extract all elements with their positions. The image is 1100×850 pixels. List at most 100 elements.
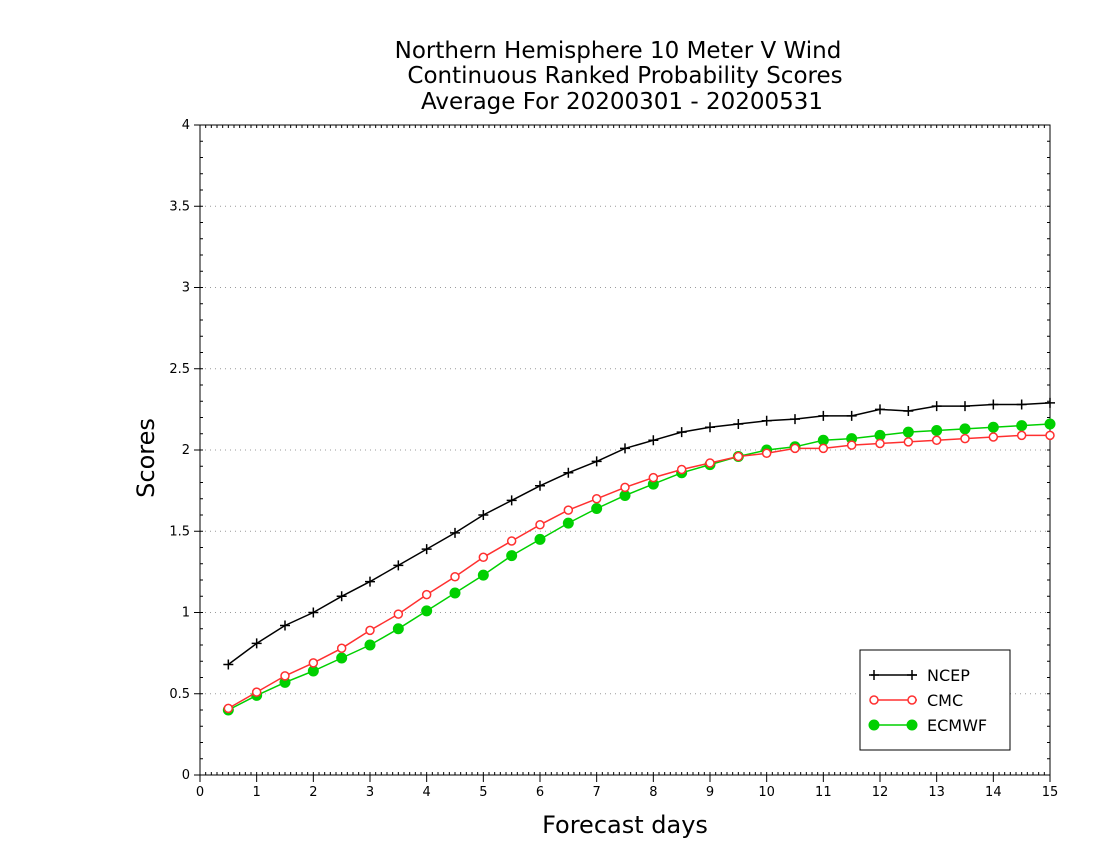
legend-item-cmc: CMC (869, 691, 963, 710)
data-point-ncep (563, 467, 574, 478)
legend-item-ncep: NCEP (869, 666, 970, 685)
y-tick-label: 3.5 (169, 199, 190, 214)
data-point-ecmwf (392, 623, 404, 635)
data-point-ncep (421, 544, 432, 555)
y-axis-title: Scores (132, 418, 160, 498)
title-line-2: Continuous Ranked Probability Scores (407, 63, 842, 89)
data-point-ncep (506, 495, 517, 506)
legend-marker-start-cmc (869, 695, 879, 705)
data-point-ecmwf (1016, 420, 1028, 432)
y-tick-label: 1.5 (169, 524, 190, 539)
data-point-ecmwf (987, 421, 999, 433)
data-point-cmc (563, 505, 574, 515)
legend-marker-end-ecmwf (906, 719, 918, 731)
data-point-ncep (648, 435, 659, 446)
y-tick-label: 2 (182, 443, 190, 458)
data-point-cmc (846, 440, 857, 450)
data-point-cmc (280, 671, 290, 681)
data-point-ncep (733, 419, 744, 429)
data-point-cmc (1016, 430, 1027, 441)
axis-ticks: 00.511.522.533.540 1 2 3 4 5 6 7 8 9 10 11 12 13 14 15 (169, 118, 1058, 800)
data-point-ncep (705, 422, 715, 433)
x-tick-label: 10 (758, 785, 775, 800)
data-point-ncep (931, 401, 942, 412)
data-point-cmc (421, 589, 432, 600)
data-point-cmc (478, 552, 489, 562)
data-point-cmc (506, 536, 517, 546)
data-point-cmc (223, 703, 234, 714)
legend-label-ecmwf: ECMWF (927, 716, 987, 735)
data-point-ecmwf (534, 533, 546, 545)
data-point-cmc (733, 451, 744, 462)
data-point-cmc (336, 643, 347, 653)
x-tick-label: 2 (309, 785, 317, 800)
data-point-ncep (761, 415, 772, 426)
x-tick-label: 8 (649, 785, 657, 800)
data-point-cmc (308, 658, 319, 668)
data-point-cmc (450, 572, 460, 582)
data-point-ecmwf (477, 569, 489, 581)
series-cmc (223, 430, 1055, 714)
x-tick-label: 1 (253, 785, 261, 800)
y-tick-label: 2.5 (169, 362, 190, 377)
data-point-ecmwf (336, 652, 348, 664)
title-line-3: Average For 20200301 - 20200531 (421, 89, 823, 115)
series-line-ncep (227, 402, 1051, 666)
data-point-cmc (761, 448, 772, 458)
data-point-cmc (535, 520, 545, 530)
title-line-1: Northern Hemisphere 10 Meter V Wind (395, 38, 842, 64)
data-point-ecmwf (959, 423, 971, 435)
series-ncep (223, 397, 1055, 670)
legend-marker-end-ncep (907, 670, 917, 680)
data-point-cmc (875, 438, 885, 449)
x-tick-label: 11 (815, 785, 832, 800)
data-point-cmc (818, 443, 829, 454)
y-tick-label: 3 (182, 281, 190, 296)
data-point-ncep (960, 401, 970, 412)
data-point-ncep (251, 638, 262, 649)
data-series (222, 397, 1056, 716)
data-point-ecmwf (364, 639, 376, 651)
data-point-ncep (620, 443, 630, 454)
data-point-ecmwf (449, 587, 461, 599)
y-tick-label: 4 (182, 118, 190, 133)
data-point-cmc (676, 464, 687, 475)
x-tick-label: 6 (536, 785, 544, 800)
data-point-ecmwf (506, 550, 518, 562)
data-point-ncep (308, 607, 319, 618)
data-point-ecmwf (1044, 418, 1056, 430)
data-point-ecmwf (421, 605, 433, 617)
x-tick-label: 9 (706, 785, 714, 800)
x-tick-label: 4 (423, 785, 431, 800)
data-point-ncep (875, 404, 885, 415)
legend-marker-start-ecmwf (868, 719, 880, 731)
data-point-ecmwf (591, 503, 603, 514)
data-point-cmc (931, 435, 942, 445)
data-point-cmc (648, 472, 659, 483)
data-point-ncep (1016, 399, 1027, 410)
x-axis-title: Forecast days (542, 811, 708, 839)
x-tick-label: 7 (593, 785, 601, 800)
data-point-cmc (960, 433, 970, 444)
data-point-ncep (903, 406, 914, 416)
legend-label-cmc: CMC (927, 691, 963, 710)
data-point-cmc (988, 432, 999, 442)
y-tick-label: 0.5 (169, 687, 190, 702)
data-point-ncep (790, 414, 800, 425)
data-point-ncep (365, 576, 375, 587)
x-tick-label: 13 (928, 785, 945, 800)
x-tick-label: 12 (872, 785, 889, 800)
data-point-ecmwf (562, 517, 574, 529)
data-point-cmc (903, 437, 914, 447)
data-point-ncep (846, 410, 857, 421)
data-point-ncep (336, 591, 347, 602)
legend-marker-start-ncep (869, 670, 879, 680)
data-point-ncep (591, 456, 602, 467)
legend-item-ecmwf: ECMWF (868, 716, 987, 735)
data-point-ncep (676, 427, 687, 438)
data-point-ncep (818, 410, 829, 421)
x-tick-label: 15 (1042, 785, 1059, 800)
data-point-ncep (223, 659, 234, 670)
data-point-cmc (365, 625, 375, 636)
